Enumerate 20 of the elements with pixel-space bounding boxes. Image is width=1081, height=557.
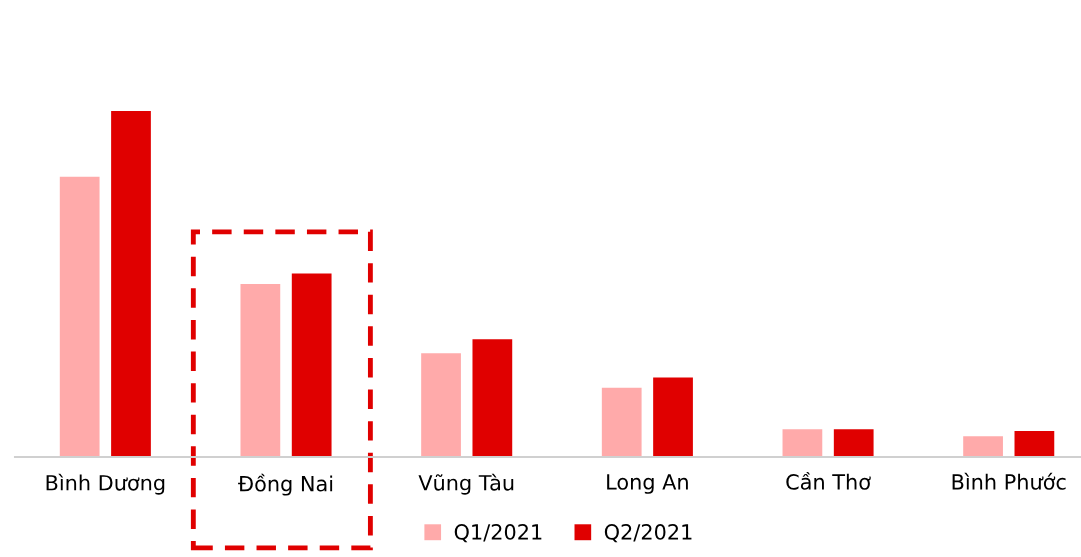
bar [291,273,332,457]
x-tick-label: Bình Dương [46,473,165,495]
x-tick-label: Đồng Nai [238,473,333,496]
x-tick-label: Vũng Tàu [418,473,514,495]
legend-label: Q2/2021 [604,524,692,543]
bar [1014,431,1055,457]
x-tick-label: Cần Thơ [786,471,871,490]
bar [963,436,1003,457]
bar [111,110,151,457]
bar [782,429,823,457]
bar [472,339,513,457]
bar [59,176,100,457]
x-tick-label: Bình Phước [952,472,1066,490]
x-tick-label: Long An [607,474,688,494]
bar [421,353,461,457]
bar [833,429,874,457]
legend-label: Q1/2021 [454,524,542,543]
bar [240,283,281,457]
bar [601,387,642,457]
bar [653,377,693,457]
